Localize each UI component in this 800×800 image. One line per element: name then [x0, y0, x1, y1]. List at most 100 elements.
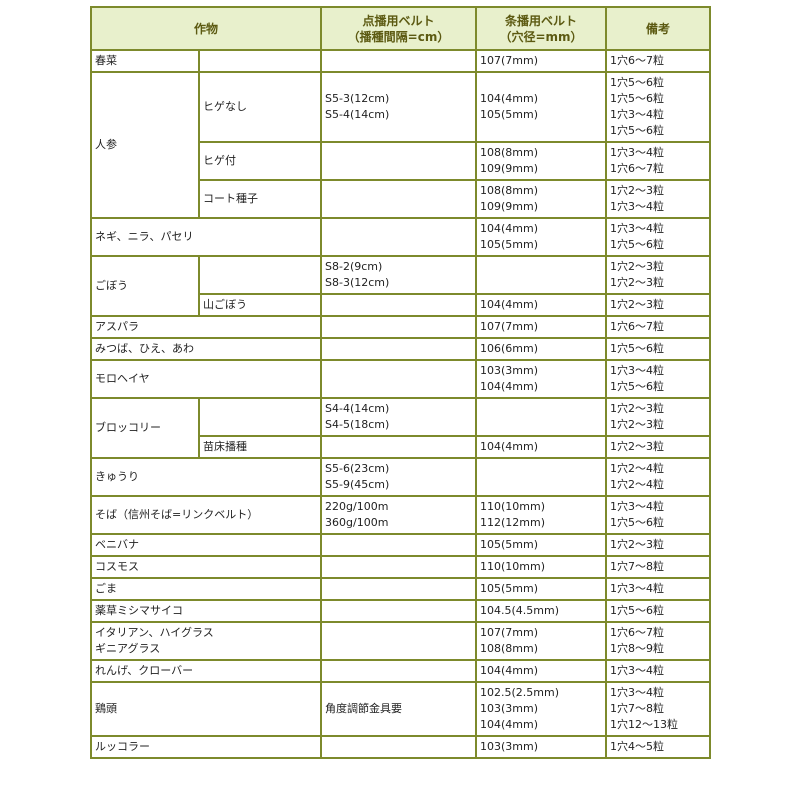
notes-cell-line: 1穴3～4粒 [610, 500, 665, 513]
dot-belt-cell [320, 577, 478, 601]
table-row: 春菜 107(7mm) 1穴6～7粒 [90, 49, 712, 73]
notes-cell-line: 1穴2～3粒 [610, 402, 665, 415]
notes-cell-line: 1穴5～6粒 [610, 380, 665, 393]
crop-name-line: コスモス [95, 560, 139, 573]
notes-cell-line: 1穴12～13粒 [610, 718, 679, 731]
strip-belt-cell-line: 108(8mm) [480, 146, 539, 159]
dot-belt-cell [320, 621, 478, 661]
dot-belt-cell [320, 735, 478, 759]
table-row: ルッコラー 103(3mm) 1穴4～5粒 [89, 735, 712, 759]
crop-name: 薬草ミシマサイコ [89, 599, 323, 623]
strip-belt-cell-line: 105(5mm) [480, 538, 539, 551]
crop-name: ネギ、ニラ、パセリ [89, 217, 323, 257]
crop-name-line: きゅうり [95, 470, 139, 483]
dot-belt-cell [320, 435, 478, 459]
crop-name-line: モロヘイヤ [95, 372, 150, 385]
notes-cell-line: 1穴5～6粒 [610, 604, 665, 617]
notes-cell-line: 1穴7～8粒 [610, 702, 665, 715]
strip-belt-cell-line: 108(8mm) [480, 642, 539, 655]
crop-name-line: ブロッコリー [95, 421, 161, 434]
notes-cell-line: 1穴5～6粒 [610, 238, 665, 251]
notes-cell-line: 1穴5～6粒 [610, 124, 665, 137]
notes-cell-line: 1穴3～4粒 [610, 582, 665, 595]
strip-belt-cell: 106(6mm) [475, 337, 608, 361]
crop-name-line: イタリアン、ハイグラス [95, 626, 214, 639]
notes-cell: 1穴3～4粒 1穴5～6粒 [605, 217, 712, 257]
crop-name: みつば、ひえ、あわ [89, 337, 323, 361]
strip-belt-cell-line: 103(3mm) [480, 702, 539, 715]
strip-belt-cell: 107(7mm) [475, 315, 608, 339]
header-strip-belt: 条播用ベルト （穴径=mm） [475, 6, 608, 51]
strip-belt-cell-line: 110(10mm) [480, 500, 546, 513]
strip-belt-cell [475, 397, 608, 437]
dot-belt-cell [320, 315, 478, 339]
notes-cell-line: 1穴3～4粒 [610, 664, 665, 677]
crop-name: ごま [89, 577, 323, 601]
dot-belt-cell [320, 599, 478, 623]
dot-belt-cell: S5-3(12cm) S5-4(14cm) [320, 71, 478, 143]
dot-belt-cell-line: S4-4(14cm) [325, 402, 390, 415]
dot-belt-cell: S5-6(23cm) S5-9(45cm) [320, 457, 478, 497]
dot-belt-cell-line: S8-3(12cm) [325, 276, 390, 289]
notes-cell-line: 1穴3～4粒 [610, 364, 665, 377]
crop-name: コスモス [89, 555, 323, 579]
crop-variety: ヒゲなし [197, 71, 323, 143]
strip-belt-cell-line: 106(6mm) [480, 342, 539, 355]
notes-cell-line: 1穴3～4粒 [610, 200, 665, 213]
crop-name-line: みつば、ひえ、あわ [95, 342, 194, 355]
dot-belt-cell [320, 533, 478, 557]
notes-cell-line: 1穴4～5粒 [610, 740, 665, 753]
crop-name: 春菜 [90, 49, 200, 73]
dot-belt-cell [320, 141, 478, 181]
dot-belt-cell-line: 角度調節金具要 [325, 702, 403, 715]
strip-belt-cell: 105(5mm) [475, 533, 608, 557]
strip-belt-cell: 110(10mm) [475, 555, 608, 579]
strip-belt-cell: 107(7mm) [475, 49, 608, 73]
dot-belt-cell [320, 555, 478, 579]
table-row: 山ごぼう 104(4mm) 1穴2～3粒 [91, 293, 712, 317]
crop-name-line: そば（信州そば=リンクベルト） [95, 508, 259, 521]
table-row: ごま 105(5mm) 1穴3～4粒 [89, 577, 712, 601]
notes-cell: 1穴2～3粒 1穴3～4粒 [605, 179, 712, 219]
table-row: ブロッコリー S4-4(14cm) S4-5(18cm) 1穴2～3粒 1穴2～3粒 [90, 397, 712, 459]
crop-name-line: アスパラ [95, 320, 139, 333]
crop-variety: コート種子 [197, 179, 323, 219]
notes-cell: 1穴4～5粒 [605, 735, 712, 759]
notes-cell: 1穴3～4粒 [605, 659, 712, 683]
crop-name: ブロッコリー [90, 397, 200, 459]
header-crop: 作物 [89, 6, 323, 51]
crop-variety [197, 255, 323, 295]
notes-cell: 1穴3～4粒 1穴7～8粒 1穴12～13粒 [605, 681, 712, 737]
crop-name: アスパラ [89, 315, 323, 339]
strip-belt-cell [475, 457, 608, 497]
strip-belt-cell-line: 103(3mm) [480, 364, 539, 377]
strip-belt-cell-line: 104.5(4.5mm) [480, 604, 560, 617]
dot-belt-cell-line: S5-6(23cm) [325, 462, 390, 475]
crop-variety [197, 397, 323, 437]
strip-belt-cell-line: 110(10mm) [480, 560, 546, 573]
strip-belt-cell-line: 107(7mm) [480, 320, 539, 333]
strip-belt-cell-line: 108(8mm) [480, 184, 539, 197]
notes-cell-line: 1穴3～4粒 [610, 146, 665, 159]
notes-cell: 1穴2～3粒 [605, 435, 712, 459]
notes-cell: 1穴2～3粒 [605, 533, 712, 557]
crop-name: ルッコラー [89, 735, 323, 759]
strip-belt-cell: 102.5(2.5mm) 103(3mm) 104(4mm) [475, 681, 608, 737]
crop-name: 鶏頭 [89, 681, 323, 737]
crop-name: きゅうり [89, 457, 323, 497]
strip-belt-cell-line: 112(12mm) [480, 516, 546, 529]
strip-belt-cell: 104.5(4.5mm) [475, 599, 608, 623]
notes-cell-line: 1穴2～3粒 [610, 298, 665, 311]
crop-name-line: ルッコラー [95, 740, 150, 753]
strip-belt-cell: 104(4mm) [475, 293, 608, 317]
notes-cell: 1穴3～4粒 1穴5～6粒 [605, 495, 712, 535]
strip-belt-cell-line: 103(3mm) [480, 740, 539, 753]
notes-cell-line: 1穴2～3粒 [610, 184, 665, 197]
notes-cell-line: 1穴5～6粒 [610, 516, 665, 529]
crop-name: ごぼう [90, 255, 200, 317]
strip-belt-cell-line: 104(4mm) [480, 440, 539, 453]
notes-cell-line: 1穴2～3粒 [610, 418, 665, 431]
strip-belt-cell-line: 107(7mm) [480, 626, 539, 639]
notes-cell-line: 1穴2～4粒 [610, 462, 665, 475]
strip-belt-cell-line: 105(5mm) [480, 582, 539, 595]
